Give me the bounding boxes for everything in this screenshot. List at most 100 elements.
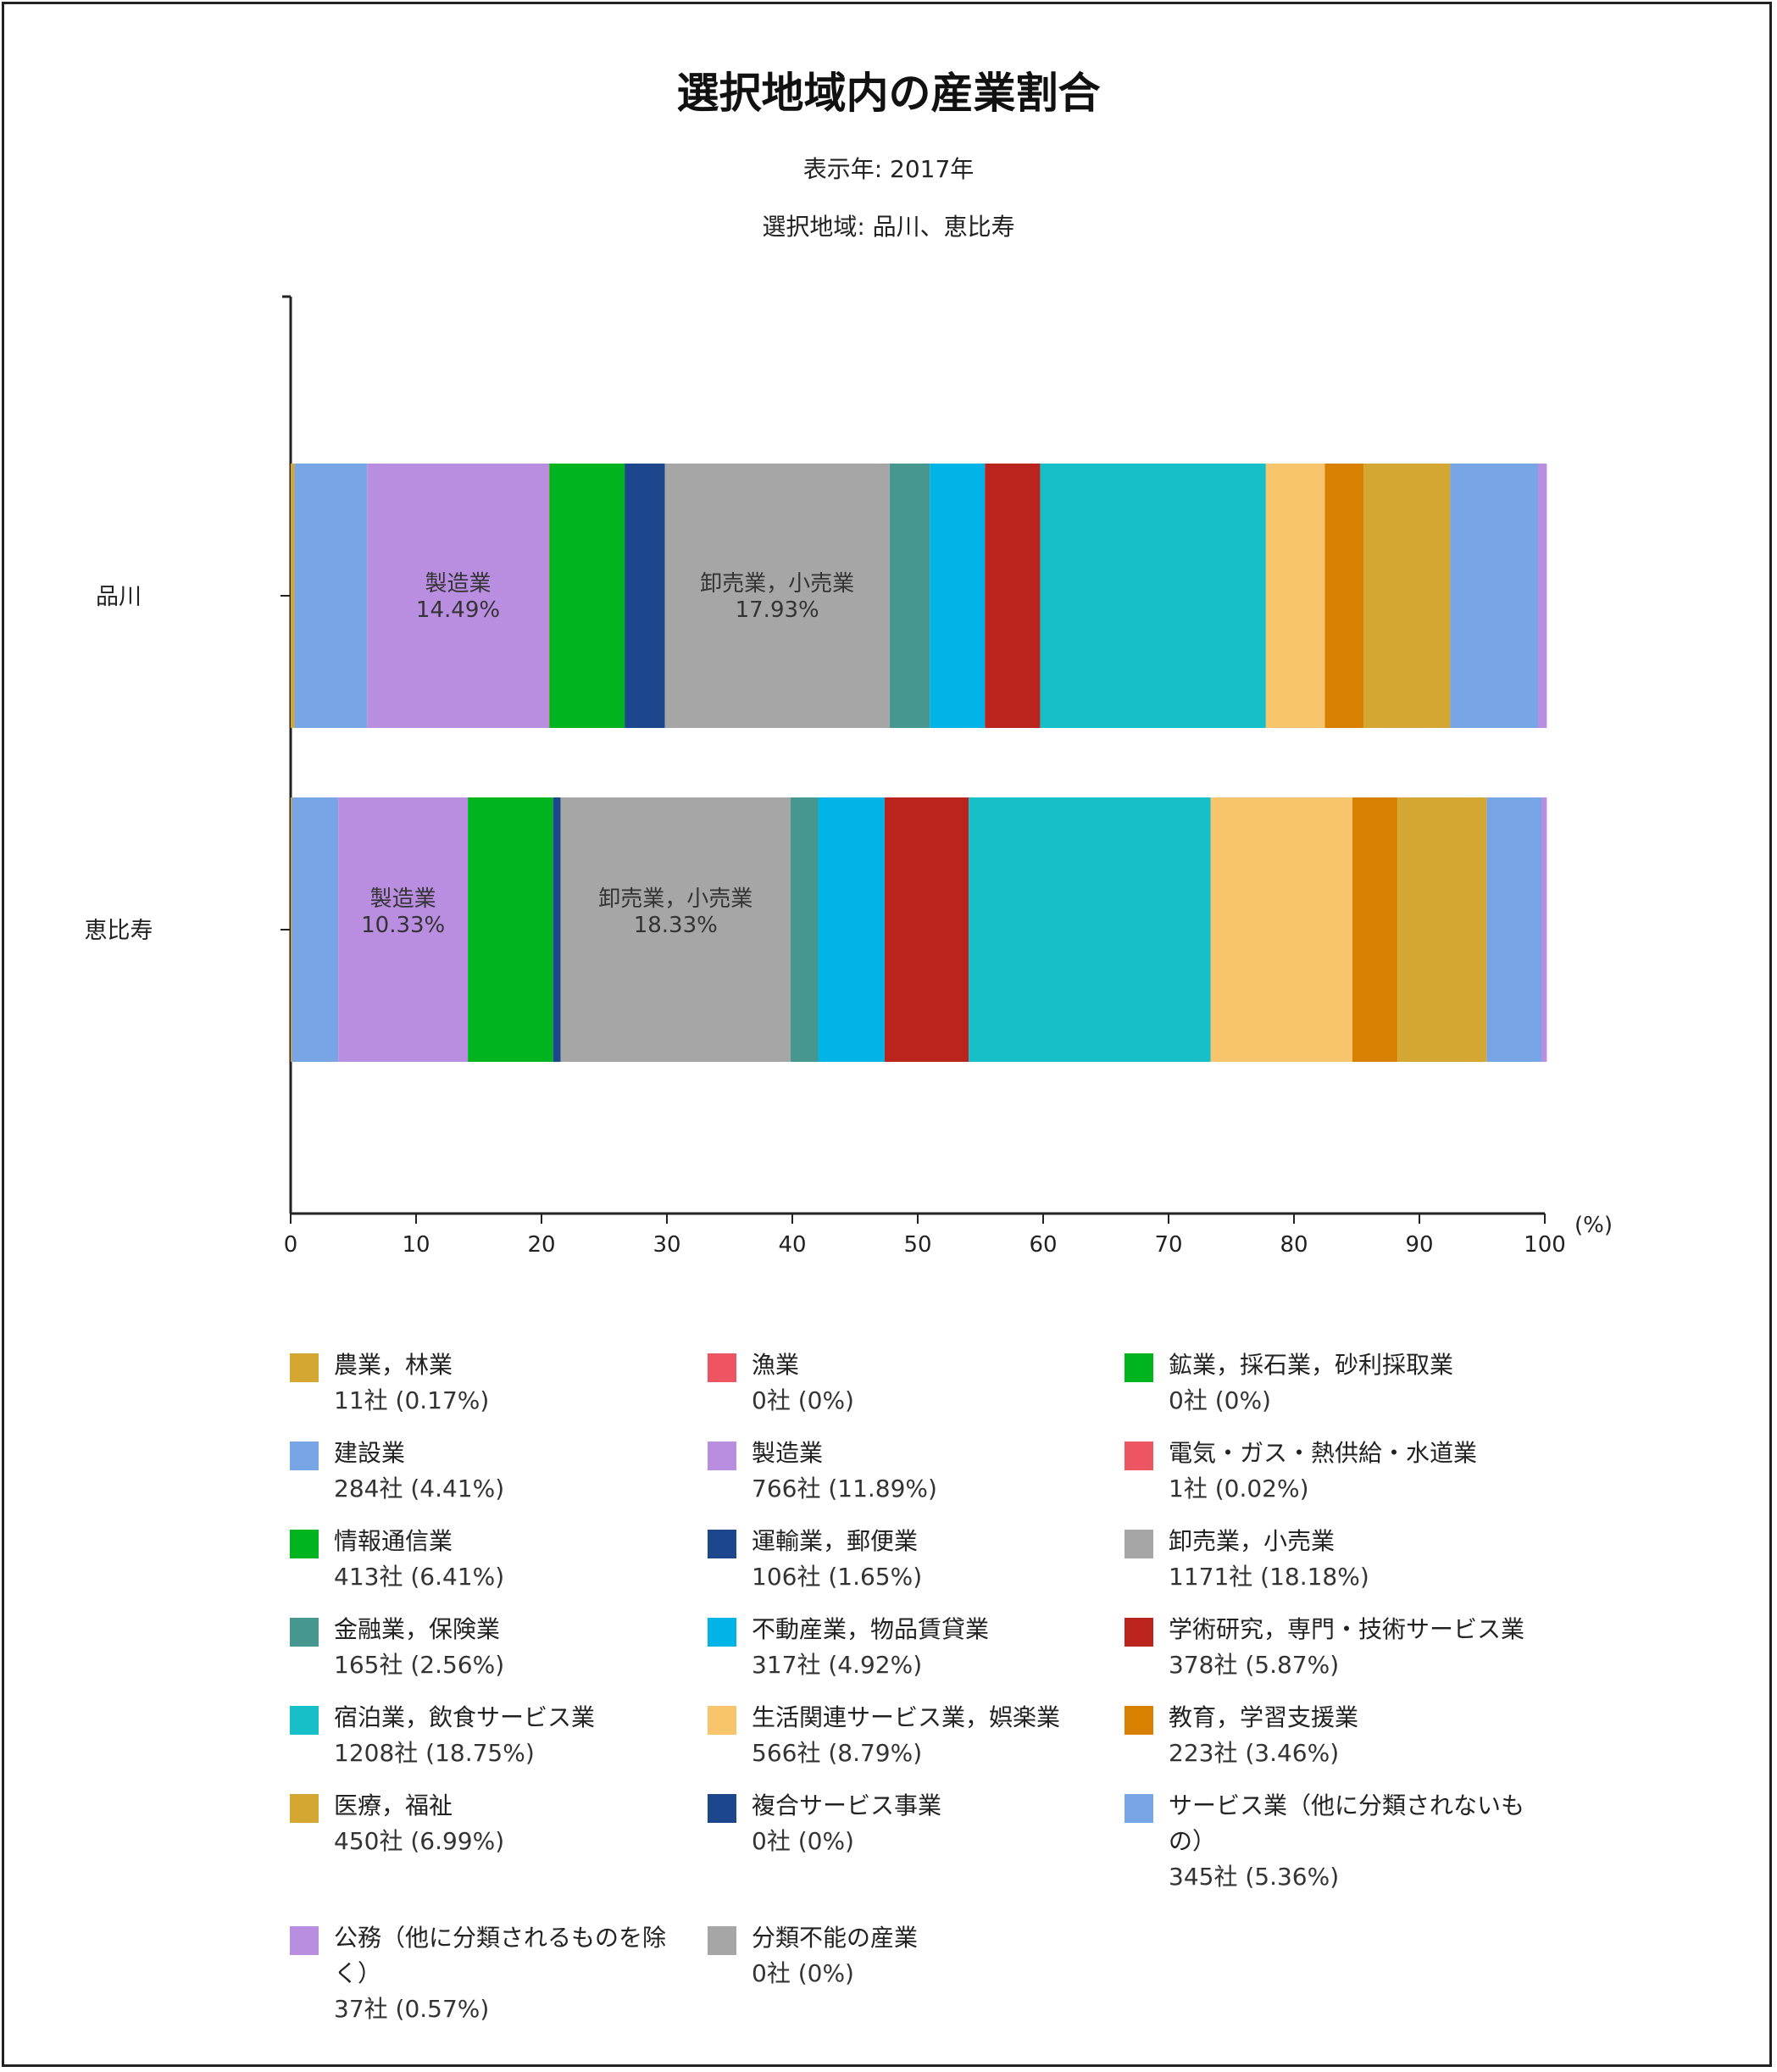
legend-swatch xyxy=(1125,1442,1153,1470)
bar-segment xyxy=(468,797,553,1062)
legend-label: 教育，学習支援業 xyxy=(1169,1703,1359,1731)
legend-label: 建設業 xyxy=(334,1439,406,1467)
bar-segment xyxy=(1541,797,1547,1062)
legend-swatch xyxy=(290,1530,319,1558)
legend-label: 製造業 xyxy=(752,1439,824,1467)
legend-value: 1社 (0.02%) xyxy=(1169,1475,1309,1503)
legend-text: 卸売業，小売業 1171社 (18.18%) xyxy=(1169,1524,1524,1595)
legend-text: 鉱業，採石業，砂利採取業 0社 (0%) xyxy=(1169,1347,1524,1419)
bar-segment xyxy=(1352,797,1398,1062)
legend-text: 建設業 284社 (4.41%) xyxy=(334,1436,690,1507)
bar-segment xyxy=(889,464,930,728)
legend-value: 345社 (5.36%) xyxy=(1169,1863,1340,1891)
legend-value: 0社 (0%) xyxy=(752,1386,854,1414)
bar-segment xyxy=(790,797,819,1062)
legend-swatch xyxy=(1125,1353,1153,1382)
legend-value: 165社 (2.56%) xyxy=(334,1651,505,1679)
bar-data-label: 製造業 xyxy=(425,571,491,597)
bar-segment xyxy=(294,464,368,728)
legend-swatch xyxy=(708,1442,736,1470)
legend-label: 公務（他に分類されるものを除く） xyxy=(334,1924,667,1987)
legend-text: 漁業 0社 (0%) xyxy=(752,1347,1108,1419)
bar-segment xyxy=(292,797,339,1062)
legend-label: 分類不能の産業 xyxy=(752,1924,919,1952)
legend-value: 378社 (5.87%) xyxy=(1169,1651,1340,1679)
bar-segment xyxy=(969,797,1211,1062)
bar-segment xyxy=(1450,464,1539,728)
legend-value: 0社 (0%) xyxy=(752,1959,854,1987)
x-tick-label: 100 xyxy=(1524,1232,1566,1258)
legend-value: 317社 (4.92%) xyxy=(752,1651,923,1679)
chart-subtitle-year: 表示年: 2017年 xyxy=(802,155,975,183)
bar-data-value: 10.33% xyxy=(361,913,445,938)
y-category-label: 恵比寿 xyxy=(85,918,153,944)
legend-swatch xyxy=(290,1926,319,1955)
legend-label: 運輸業，郵便業 xyxy=(752,1527,919,1555)
bar-data-label: 卸売業，小売業 xyxy=(700,571,854,597)
legend-text: 公務（他に分類されるものを除く） 37社 (0.57%) xyxy=(334,1920,690,2027)
legend-label: 不動産業，物品賃貸業 xyxy=(752,1615,990,1643)
legend-swatch xyxy=(290,1618,319,1647)
x-tick-label: 30 xyxy=(652,1232,680,1258)
bar-segment xyxy=(884,797,969,1062)
legend-value: 1171社 (18.18%) xyxy=(1169,1563,1369,1591)
legend-value: 566社 (8.79%) xyxy=(752,1739,923,1767)
bar-segment xyxy=(1210,797,1352,1062)
legend-text: 宿泊業，飲食サービス業 1208社 (18.75%) xyxy=(334,1700,690,1771)
legend-label: 電気・ガス・熱供給・水道業 xyxy=(1169,1439,1478,1467)
bar-data-value: 17.93% xyxy=(736,597,819,623)
x-tick-label: 20 xyxy=(527,1232,555,1258)
bar-segment xyxy=(818,797,885,1062)
legend-text: 製造業 766社 (11.89%) xyxy=(752,1436,1108,1507)
legend-text: 教育，学習支援業 223社 (3.46%) xyxy=(1169,1700,1524,1771)
y-category-label: 品川 xyxy=(96,584,142,610)
legend-value: 11社 (0.17%) xyxy=(334,1386,490,1414)
x-tick-label: 40 xyxy=(778,1232,806,1258)
legend-text: 運輸業，郵便業 106社 (1.65%) xyxy=(752,1524,1108,1595)
bar-segment xyxy=(549,464,625,728)
legend-text: 生活関連サービス業，娯楽業 566社 (8.79%) xyxy=(752,1700,1108,1771)
legend-swatch xyxy=(708,1353,736,1382)
bar-segment xyxy=(625,464,665,728)
legend-label: 金融業，保険業 xyxy=(334,1615,501,1643)
bar-segment xyxy=(553,797,561,1062)
legend-swatch xyxy=(290,1442,319,1470)
bar-segment xyxy=(1265,464,1325,728)
legend-label: 漁業 xyxy=(752,1351,800,1379)
legend-text: 分類不能の産業 0社 (0%) xyxy=(752,1920,1108,1991)
legend-swatch xyxy=(708,1530,736,1558)
legend-value: 450社 (6.99%) xyxy=(334,1827,505,1855)
legend-text: 複合サービス事業 0社 (0%) xyxy=(752,1788,1108,1859)
bar-segment xyxy=(560,797,791,1062)
legend-swatch xyxy=(290,1353,319,1382)
legend-text: 情報通信業 413社 (6.41%) xyxy=(334,1524,690,1595)
bar-segment xyxy=(1040,464,1266,728)
legend-text: 医療，福祉 450社 (6.99%) xyxy=(334,1788,690,1859)
legend-label: サービス業（他に分類されないもの） xyxy=(1169,1791,1525,1855)
chart-title: 選択地域内の産業割合 xyxy=(676,69,1101,118)
legend-value: 766社 (11.89%) xyxy=(752,1475,937,1503)
bar-data-value: 14.49% xyxy=(416,597,500,623)
legend-value: 0社 (0%) xyxy=(752,1827,854,1855)
bar-segment xyxy=(1397,797,1487,1062)
bar-segment xyxy=(1363,464,1451,728)
chart-subtitle-region: 選択地域: 品川、恵比寿 xyxy=(762,213,1015,241)
legend-swatch xyxy=(1125,1530,1153,1558)
legend-swatch xyxy=(290,1706,319,1735)
legend-value: 1208社 (18.75%) xyxy=(334,1739,535,1767)
bar-data-label: 卸売業，小売業 xyxy=(598,886,752,912)
x-tick-label: 50 xyxy=(903,1232,931,1258)
bar-segment xyxy=(985,464,1041,728)
x-axis-unit: (%) xyxy=(1574,1213,1613,1238)
legend-label: 情報通信業 xyxy=(334,1527,453,1555)
legend-text: 学術研究，専門・技術サービス業 378社 (5.87%) xyxy=(1169,1612,1524,1683)
legend-label: 生活関連サービス業，娯楽業 xyxy=(752,1703,1061,1731)
bar-segment xyxy=(338,797,469,1062)
legend-label: 卸売業，小売業 xyxy=(1169,1527,1336,1555)
bar-segment xyxy=(1486,797,1542,1062)
legend-swatch xyxy=(708,1706,736,1735)
legend-text: 不動産業，物品賃貸業 317社 (4.92%) xyxy=(752,1612,1108,1683)
legend-text: サービス業（他に分類されないもの） 345社 (5.36%) xyxy=(1169,1788,1524,1895)
legend-label: 農業，林業 xyxy=(334,1351,453,1379)
legend-value: 37社 (0.57%) xyxy=(334,1995,490,2023)
